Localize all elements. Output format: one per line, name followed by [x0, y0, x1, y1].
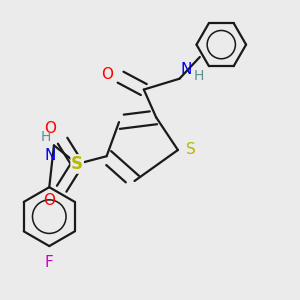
Text: N: N [44, 148, 56, 164]
Text: S: S [71, 155, 83, 173]
Text: F: F [45, 255, 54, 270]
Text: O: O [44, 194, 56, 208]
Text: O: O [101, 67, 113, 82]
Text: H: H [194, 69, 204, 83]
Text: O: O [44, 121, 56, 136]
Text: S: S [186, 142, 195, 158]
Text: H: H [40, 130, 51, 144]
Text: N: N [181, 62, 192, 77]
